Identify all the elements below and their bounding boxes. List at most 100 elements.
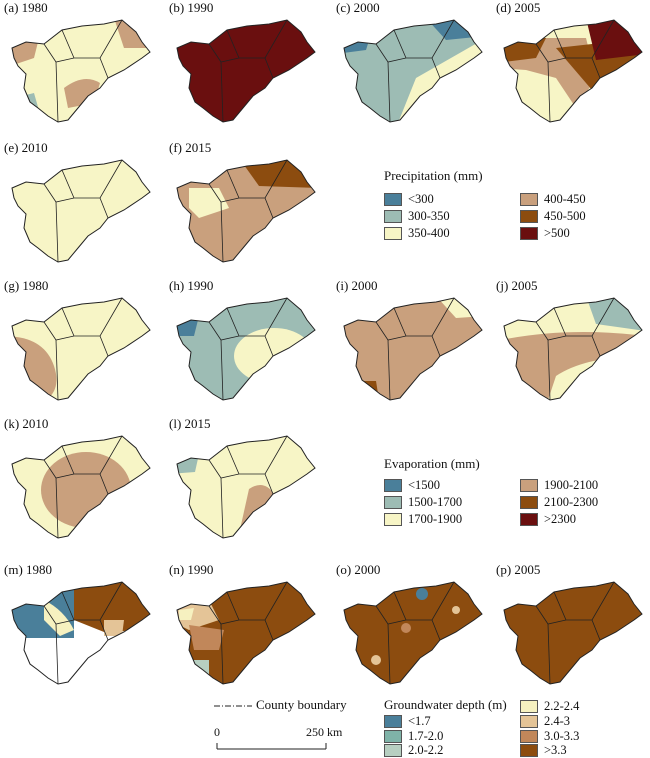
map-b [176,19,316,123]
legend-item: 1700-1900 [384,512,462,527]
county-boundary-line-icon [214,705,252,707]
scale-start: 0 [214,725,220,739]
map-e [11,159,151,263]
legend-item: 3.0-3.3 [520,729,579,744]
panel-h: (h) 1990 [169,278,327,408]
legend-swatch [384,730,402,743]
map-j [503,297,643,401]
legend-label: >500 [544,226,570,240]
legend-label: 350-400 [408,226,450,240]
map-k [11,435,151,539]
map-i [343,297,483,401]
legend-swatch [384,479,402,492]
panel-label: (g) 1980 [4,278,49,293]
scale-end: 250 km [306,725,343,739]
legend-label: <1.7 [408,714,431,728]
precipitation-legend: Precipitation (mm) <300 300-350 350-400 … [384,168,644,248]
legend-item: 450-500 [520,209,586,224]
legend-title: Precipitation (mm) [384,168,483,183]
scale-bar-line [216,743,327,750]
map-p [503,581,643,685]
panel-p: (p) 2005 [496,562,650,692]
panel-label: (p) 2005 [496,562,541,577]
legend-swatch [384,715,402,728]
legend-label: 1900-2100 [544,478,599,492]
legend-label: 2.0-2.2 [408,743,444,757]
legend-swatch [520,479,538,492]
legend-item: 1900-2100 [520,478,598,493]
panel-d: (d) 2005 [496,0,650,130]
legend-label: >3.3 [544,743,567,757]
panel-e: (e) 2010 [4,140,162,270]
map-n [176,581,316,685]
panel-n: (n) 1990 [169,562,327,692]
legend-label: <300 [408,192,434,206]
legend-label: 450-500 [544,209,586,223]
legend-title: Groundwater depth (m) [384,697,507,712]
panel-b: (b) 1990 [169,0,327,130]
map-l [176,435,316,539]
legend-swatch [520,730,538,743]
panel-label: (h) 1990 [169,278,214,293]
legend-label: <1500 [408,478,441,492]
legend-swatch [520,210,538,223]
legend-swatch [384,227,402,240]
legend-swatch [520,513,538,526]
panel-o: (o) 2000 [336,562,494,692]
groundwater-legend: Groundwater depth (m) <1.7 1.7-2.0 2.0-2… [384,697,644,757]
legend-title: Evaporation (mm) [384,456,480,471]
panel-label: (e) 2010 [4,140,48,155]
legend-item: <300 [384,192,434,207]
county-boundary-key: County boundary [214,697,364,715]
legend-item: 1500-1700 [384,495,462,510]
legend-item: >2300 [520,512,576,527]
panel-label: (n) 1990 [169,562,214,577]
panel-c: (c) 2000 [336,0,494,130]
legend-item: 300-350 [384,209,450,224]
panel-label: (m) 1980 [4,562,53,577]
legend-item: 2.2-2.4 [520,699,579,714]
map-c [343,19,483,123]
legend-swatch [384,513,402,526]
map-d [503,19,643,123]
panel-k: (k) 2010 [4,416,162,546]
panel-g: (g) 1980 [4,278,162,408]
panel-label: (j) 2005 [496,278,538,293]
legend-label: 2.4-3 [544,714,571,728]
panel-a: (a) 1980 [4,0,162,130]
legend-item: 400-450 [520,192,586,207]
legend-label: 1.7-2.0 [408,729,444,743]
legend-label: 400-450 [544,192,586,206]
panel-label: (d) 2005 [496,0,541,15]
map-m [11,581,151,685]
scale-bar: 0 250 km [214,725,364,755]
legend-swatch [520,715,538,728]
panel-label: (c) 2000 [336,0,380,15]
legend-swatch [520,193,538,206]
panel-m: (m) 1980 [4,562,162,692]
map-a [11,19,151,123]
panel-label: (a) 1980 [4,0,48,15]
legend-swatch [520,227,538,240]
panel-j: (j) 2005 [496,278,650,408]
legend-item: >500 [520,226,570,241]
legend-item: 350-400 [384,226,450,241]
legend-item: 2100-2300 [520,495,598,510]
panel-f: (f) 2015 [169,140,327,270]
panel-l: (l) 2015 [169,416,327,546]
legend-swatch [384,744,402,757]
legend-item: <1.7 [384,714,431,729]
legend-label: 2.2-2.4 [544,699,580,713]
legend-swatch [384,496,402,509]
legend-label: 300-350 [408,209,450,223]
panel-label: (k) 2010 [4,416,49,431]
county-boundary-label: County boundary [256,697,347,712]
map-h [176,297,316,401]
legend-item: 1.7-2.0 [384,729,443,744]
legend-swatch [520,744,538,757]
legend-item: <1500 [384,478,440,493]
panel-label: (l) 2015 [169,416,211,431]
map-g [11,297,151,401]
legend-swatch [384,193,402,206]
panel-label: (f) 2015 [169,140,212,155]
